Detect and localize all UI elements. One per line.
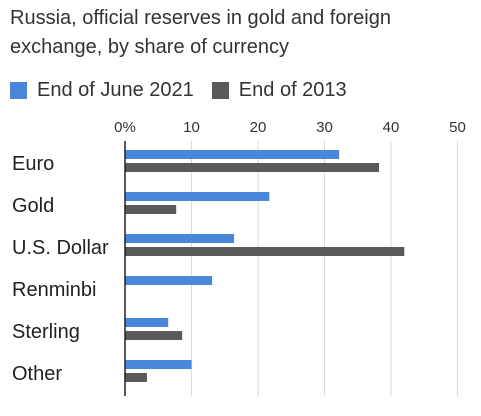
x-tick-label-2: 20 (250, 119, 267, 136)
bar-2021-other (125, 360, 192, 369)
legend-swatch-2021 (10, 81, 27, 99)
legend-item-2021: End of June 2021 (10, 79, 194, 102)
x-tick-label-4: 40 (383, 119, 400, 136)
bar-2021-u-s-dollar (125, 234, 235, 243)
bar-2021-sterling (125, 318, 169, 327)
category-label-gold: Gold (12, 195, 54, 217)
bar-2021-renminbi (125, 276, 213, 285)
legend: End of June 2021 End of 2013 (10, 77, 365, 103)
bar-2013-sterling (125, 331, 183, 340)
bar-2013-euro (125, 163, 380, 172)
x-tick-label-0: 0% (114, 119, 136, 136)
bar-2021-euro (125, 150, 340, 159)
bar-2021-gold (125, 192, 270, 201)
legend-label-2021: End of June 2021 (37, 78, 194, 101)
bar-2013-gold (125, 205, 177, 214)
bar-2013-u-s-dollar (125, 247, 405, 256)
chart-title: Russia, official reserves in gold and fo… (10, 7, 391, 58)
category-label-sterling: Sterling (12, 321, 80, 343)
x-tick-label-3: 30 (316, 119, 333, 136)
x-tick-label-5: 50 (449, 119, 466, 136)
category-label-other: Other (12, 363, 62, 385)
legend-swatch-2013 (211, 81, 229, 99)
category-label-euro: Euro (12, 153, 54, 175)
legend-label-2013: End of 2013 (238, 78, 347, 101)
category-label-u-s-dollar: U.S. Dollar (12, 237, 109, 259)
x-tick-label-1: 10 (183, 119, 200, 136)
bar-2013-other (125, 373, 147, 382)
category-label-renminbi: Renminbi (12, 279, 96, 301)
legend-item-2013: End of 2013 (211, 78, 347, 102)
